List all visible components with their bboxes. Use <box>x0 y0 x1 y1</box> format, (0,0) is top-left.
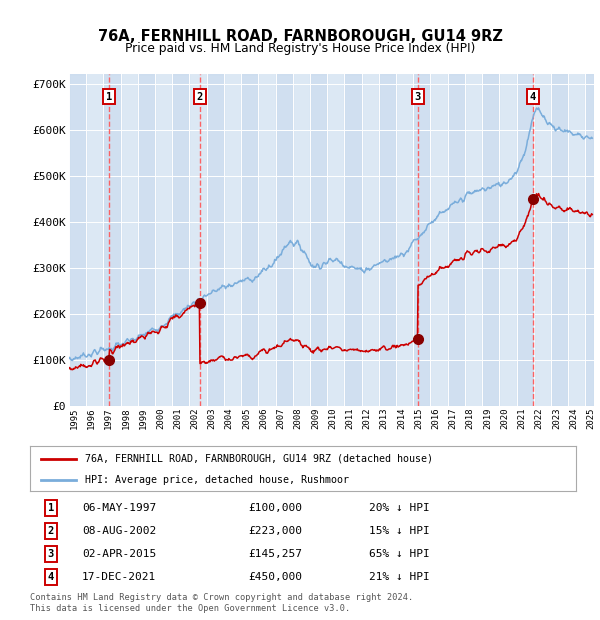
Text: 2: 2 <box>197 92 203 102</box>
Text: 1995: 1995 <box>70 408 79 430</box>
Text: 2017: 2017 <box>449 408 458 430</box>
Bar <box>138 74 155 406</box>
Text: 1997: 1997 <box>104 408 113 430</box>
Bar <box>103 74 121 406</box>
Text: 76A, FERNHILL ROAD, FARNBOROUGH, GU14 9RZ (detached house): 76A, FERNHILL ROAD, FARNBOROUGH, GU14 9R… <box>85 454 433 464</box>
Text: 1996: 1996 <box>87 408 96 430</box>
Bar <box>310 74 327 406</box>
Text: 2010: 2010 <box>328 408 337 430</box>
Bar <box>241 74 259 406</box>
Text: 4: 4 <box>47 572 54 582</box>
Text: 2023: 2023 <box>552 408 561 430</box>
Text: 2024: 2024 <box>569 408 578 430</box>
Text: HPI: Average price, detached house, Rushmoor: HPI: Average price, detached house, Rush… <box>85 475 349 485</box>
Bar <box>586 74 594 406</box>
Text: £145,257: £145,257 <box>248 549 302 559</box>
Text: 2015: 2015 <box>414 408 423 430</box>
Text: 76A, FERNHILL ROAD, FARNBOROUGH, GU14 9RZ: 76A, FERNHILL ROAD, FARNBOROUGH, GU14 9R… <box>98 29 502 44</box>
Text: 2021: 2021 <box>517 408 526 430</box>
Text: 17-DEC-2021: 17-DEC-2021 <box>82 572 156 582</box>
Text: 2009: 2009 <box>311 408 320 430</box>
Text: 02-APR-2015: 02-APR-2015 <box>82 549 156 559</box>
Text: 2001: 2001 <box>173 408 182 430</box>
Bar <box>551 74 568 406</box>
Text: 15% ↓ HPI: 15% ↓ HPI <box>368 526 429 536</box>
Text: 2007: 2007 <box>277 408 286 430</box>
Text: 2: 2 <box>47 526 54 536</box>
Text: 2016: 2016 <box>431 408 440 430</box>
Bar <box>413 74 430 406</box>
Text: 2005: 2005 <box>242 408 251 430</box>
Text: 65% ↓ HPI: 65% ↓ HPI <box>368 549 429 559</box>
Text: 08-AUG-2002: 08-AUG-2002 <box>82 526 156 536</box>
Bar <box>207 74 224 406</box>
Text: 21% ↓ HPI: 21% ↓ HPI <box>368 572 429 582</box>
Bar <box>379 74 396 406</box>
Bar <box>482 74 499 406</box>
Text: 2018: 2018 <box>466 408 475 430</box>
Bar <box>448 74 465 406</box>
Text: £100,000: £100,000 <box>248 503 302 513</box>
Text: 2008: 2008 <box>293 408 302 430</box>
Text: 2012: 2012 <box>362 408 371 430</box>
Text: 2025: 2025 <box>586 408 595 430</box>
Text: 2002: 2002 <box>190 408 199 430</box>
Bar <box>172 74 190 406</box>
Text: 06-MAY-1997: 06-MAY-1997 <box>82 503 156 513</box>
Text: 2022: 2022 <box>535 408 544 430</box>
Text: 1: 1 <box>106 92 113 102</box>
Text: 2006: 2006 <box>259 408 268 430</box>
Text: 20% ↓ HPI: 20% ↓ HPI <box>368 503 429 513</box>
Bar <box>69 74 86 406</box>
Bar <box>344 74 362 406</box>
Text: 2011: 2011 <box>345 408 354 430</box>
Text: 2019: 2019 <box>483 408 492 430</box>
Text: 2013: 2013 <box>380 408 389 430</box>
Text: 3: 3 <box>415 92 421 102</box>
Text: 4: 4 <box>530 92 536 102</box>
Text: 2000: 2000 <box>156 408 165 430</box>
Text: £450,000: £450,000 <box>248 572 302 582</box>
Text: 2004: 2004 <box>225 408 234 430</box>
Text: 1999: 1999 <box>139 408 148 430</box>
Text: 3: 3 <box>47 549 54 559</box>
Bar <box>275 74 293 406</box>
Text: £223,000: £223,000 <box>248 526 302 536</box>
Text: Contains HM Land Registry data © Crown copyright and database right 2024.: Contains HM Land Registry data © Crown c… <box>30 593 413 602</box>
Text: 2014: 2014 <box>397 408 406 430</box>
Text: 2020: 2020 <box>500 408 509 430</box>
Bar <box>517 74 534 406</box>
Text: This data is licensed under the Open Government Licence v3.0.: This data is licensed under the Open Gov… <box>30 604 350 613</box>
Text: 1998: 1998 <box>121 408 131 430</box>
Text: 1: 1 <box>47 503 54 513</box>
Text: 2003: 2003 <box>208 408 217 430</box>
Text: Price paid vs. HM Land Registry's House Price Index (HPI): Price paid vs. HM Land Registry's House … <box>125 43 475 55</box>
